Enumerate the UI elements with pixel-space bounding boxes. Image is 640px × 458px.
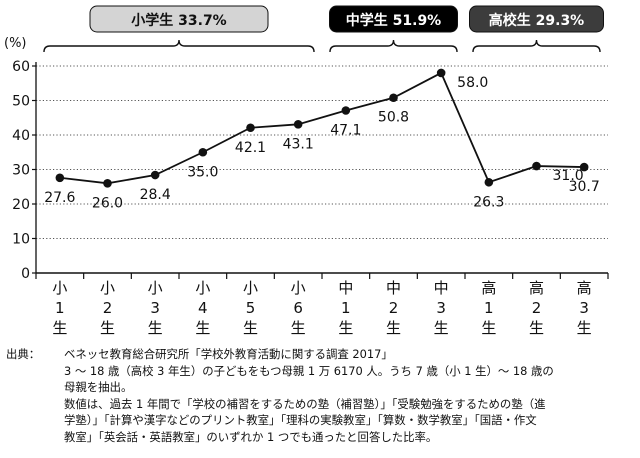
- x-tick-label: 1: [484, 299, 494, 317]
- data-point: [579, 162, 589, 172]
- group-badge: [469, 5, 604, 33]
- group-brace: [43, 39, 315, 53]
- y-tick-label: 10: [12, 232, 30, 248]
- x-tick-label: 中: [338, 279, 353, 297]
- data-label: 43.1: [283, 136, 314, 152]
- x-tick-label: 2: [532, 299, 542, 317]
- data-point: [341, 106, 351, 115]
- data-label: 26.3: [473, 194, 504, 210]
- y-tick-label: 60: [12, 59, 30, 75]
- source-note: 出典： ベネッセ教育総合研究所「学校外教育活動に関する調査 2017」 3 ～ 1…: [6, 346, 634, 446]
- x-tick-label: 生: [386, 319, 401, 337]
- data-point: [436, 68, 446, 78]
- x-tick-label: 生: [243, 319, 258, 337]
- x-tick-label: 生: [100, 319, 115, 337]
- data-labels: 27.6 26.0 28.4 35.0 42.1 43.1 47.1 50.8 58.0 26.3…: [44, 75, 600, 211]
- data-label: 30.7: [569, 179, 600, 195]
- x-tick-label: 高: [529, 279, 544, 297]
- data-label: 31.0: [553, 168, 584, 184]
- data-point: [103, 179, 112, 188]
- line-chart: 小学生 33.7% 中学生 51.9% 高校生 29.3% 0 10 20 30 40 50 6…: [4, 5, 609, 337]
- x-tick-label: 3: [579, 299, 589, 317]
- series-line: [59, 71, 585, 185]
- source-line-4: 数値は、過去 1 年間で「学校の補習をするための塾（補習塾）」「受験勉強をするた…: [64, 396, 546, 411]
- data-label: 47.1: [330, 123, 361, 139]
- data-series: [55, 68, 589, 188]
- x-tick-label: 生: [338, 319, 353, 337]
- source-line-3: 母親を抽出。: [64, 380, 133, 395]
- data-point: [246, 123, 255, 133]
- x-tick-label: 小: [291, 279, 306, 297]
- source-line-2: 3 ～ 18 歳（高校 3 年生）の子どもをもつ母親 1 万 6170 人。うち…: [64, 363, 554, 378]
- x-tick-label: 小: [195, 279, 210, 297]
- group-badge: [329, 5, 458, 33]
- y-tick-label: 40: [12, 128, 30, 144]
- x-tick-label: 小: [148, 279, 163, 297]
- data-label: 50.8: [378, 110, 409, 126]
- source-line-5: 学塾）」「計算や漢字などのプリント教室」「理科の実験教室」「算数・数学教室」「国…: [64, 413, 537, 428]
- x-tick-label: 6: [293, 299, 303, 317]
- data-point: [150, 170, 160, 180]
- group-label: 中学生 51.9%: [346, 12, 441, 29]
- x-tick-label: 3: [150, 299, 160, 317]
- group-badge: [89, 5, 269, 33]
- x-tick-label: 生: [529, 319, 544, 337]
- x-tick-label: 生: [148, 319, 163, 337]
- x-tick-label: 生: [195, 319, 210, 337]
- y-tick-label: 0: [21, 266, 30, 282]
- x-tick-label: 生: [434, 319, 449, 337]
- y-tick-label: 30: [12, 163, 30, 179]
- x-tick-label: 生: [481, 319, 496, 337]
- group-label: 小学生 33.7%: [131, 12, 226, 29]
- x-tick-label: 3: [436, 299, 446, 317]
- grid-lines: [36, 65, 608, 239]
- x-tick-label: 中: [386, 279, 401, 297]
- data-label: 27.6: [44, 190, 75, 206]
- x-tick-label: 小: [243, 279, 258, 297]
- x-tick-label: 1: [341, 299, 351, 317]
- data-point: [532, 161, 541, 171]
- y-axis: 0 10 20 30 40 50 60: [12, 59, 37, 282]
- data-point: [484, 177, 494, 187]
- group-brace: [329, 39, 458, 53]
- x-tick-label: 高: [481, 279, 496, 297]
- x-tick-label: 2: [103, 299, 113, 317]
- x-tick-label: 生: [577, 319, 592, 337]
- source-line-1: ベネッセ教育総合研究所「学校外教育活動に関する調査 2017」: [64, 347, 393, 361]
- x-tick-label: 1: [55, 299, 65, 317]
- source-lead: 出典：: [6, 347, 41, 361]
- x-tick-label: 生: [52, 319, 67, 337]
- data-label: 42.1: [235, 140, 266, 156]
- data-label: 26.0: [92, 195, 123, 211]
- x-tick-label: 小: [52, 279, 67, 297]
- y-tick-label: 20: [12, 197, 30, 213]
- group-brace: [472, 39, 601, 53]
- x-tick-label: 高: [577, 279, 592, 297]
- data-point: [198, 147, 208, 157]
- x-tick-label: 小: [100, 279, 115, 297]
- data-label: 28.4: [140, 187, 171, 203]
- x-tick-label: 2: [389, 299, 399, 317]
- group-headers: 小学生 33.7% 中学生 51.9% 高校生 29.3%: [43, 5, 604, 53]
- data-label: 35.0: [187, 164, 218, 180]
- data-point: [55, 173, 65, 183]
- x-tick-label: 4: [198, 299, 208, 317]
- y-tick-label: 50: [12, 94, 30, 110]
- data-label: 58.0: [457, 75, 488, 91]
- group-label: 高校生 29.3%: [489, 12, 584, 29]
- x-tick-label: 5: [246, 299, 256, 317]
- source-line-6: 教室」「英会話・英語教室」のいずれか 1 つでも通ったと回答した比率。: [64, 429, 438, 444]
- x-axis: 小 1 生 小 2 生 小 3 生 小 4 生 小 5 生 小 6 生 中 1 生 中 2 生 中 3 生 高 1 生 高 2 生 高 3 生: [35, 272, 609, 337]
- data-point: [389, 93, 398, 103]
- x-tick-label: 中: [434, 279, 449, 297]
- y-axis-unit-label: (%): [4, 36, 27, 51]
- data-point: [293, 120, 303, 129]
- x-tick-label: 生: [291, 319, 306, 337]
